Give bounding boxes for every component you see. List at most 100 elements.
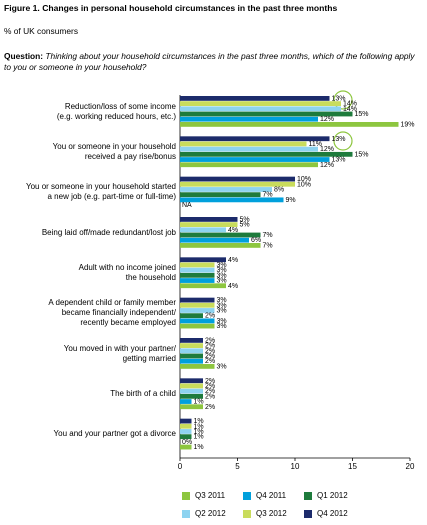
bar [180,237,249,243]
data-label: 2% [205,337,215,344]
data-label: 13% [332,157,346,164]
data-label: 3% [217,318,227,325]
data-label: 15% [355,111,369,118]
bar [180,378,203,384]
category-label: Adult with no income joined the househol… [78,262,176,282]
category-label: You moved in with your partner/ getting … [63,343,176,363]
legend-swatch [304,510,312,518]
x-tick-label: 5 [235,462,240,471]
data-label: 3% [217,262,227,269]
question: Question: Thinking about your household … [4,51,419,73]
bar [180,257,226,263]
data-label: 4% [228,283,238,290]
category-label: You or someone in your household receive… [52,141,176,161]
data-label: 19% [401,121,415,128]
category-label: Being laid off/made redundant/lost job [41,227,176,237]
bar [180,262,215,268]
data-label: 2% [205,343,215,350]
legend-label: Q3 2012 [256,509,287,518]
bar [180,308,215,313]
data-label: 2% [205,388,215,395]
legend-swatch [243,510,251,518]
data-label: 15% [355,151,369,158]
legend-label: Q4 2011 [256,491,287,500]
bar [180,278,215,283]
data-label: 1% [194,399,204,406]
bar [180,181,295,187]
bar [180,393,203,399]
data-label: 2% [205,358,215,365]
data-label: 1% [194,418,204,425]
bar [180,187,272,192]
legend-swatch [182,492,190,500]
bar [180,353,203,359]
data-label: 1% [194,429,204,436]
bar [180,141,307,147]
x-tick-label: 10 [291,462,300,471]
bar [180,429,192,434]
data-label: 2% [205,383,215,390]
x-tick-label: 15 [348,462,357,471]
data-label: 3% [217,267,227,274]
data-label: 3% [217,323,227,330]
data-label: 10% [297,181,311,188]
data-label: 2% [205,353,215,360]
legend-label: Q2 2012 [195,509,226,518]
bar [180,338,203,343]
data-label: 10% [297,176,311,183]
data-label: 3% [217,272,227,279]
data-label: 4% [228,257,238,264]
data-label: 5% [240,216,250,223]
data-label: 14% [343,106,357,113]
category-label: You or someone in your household started… [25,182,176,202]
bar [180,146,318,152]
bar [180,227,226,233]
data-label: 12% [320,116,334,123]
bar [180,283,226,289]
data-label: 13% [332,95,346,102]
category-label: The birth of a child [110,388,176,398]
bar [180,313,203,319]
bar [180,267,215,273]
x-tick-label: 20 [406,462,415,471]
bar [180,318,215,324]
category-label: You and your partner got a divorce [53,429,176,439]
question-text: Thinking about your household circumstan… [4,51,415,72]
bar [180,106,341,112]
data-label: 6% [251,237,261,244]
bar [180,358,203,364]
bar [180,383,203,389]
bar [180,111,353,117]
data-label: 2% [205,348,215,355]
data-label: 7% [263,192,273,199]
bar [180,222,238,227]
bar [180,136,330,142]
bar [180,96,330,101]
bar [180,243,261,248]
bar [180,343,203,348]
legend-swatch [243,492,251,500]
chart-subtitle: % of UK consumers [4,26,79,36]
bar [180,157,330,162]
bar [180,197,284,203]
bar [180,418,192,424]
bar [180,399,192,404]
data-label: 3% [217,363,227,370]
legend-label: Q4 2012 [317,509,348,518]
data-label: 1% [194,444,204,451]
category-label: A dependent child or family member becam… [48,298,176,328]
data-label: 12% [320,162,334,169]
data-label: 2% [205,378,215,385]
highlight-circle [333,131,353,151]
data-label: 1% [194,423,204,430]
chart-title: Figure 1. Changes in personal household … [4,3,338,13]
data-label: 1% [194,434,204,441]
data-label: 2% [205,393,215,400]
bar [180,404,203,410]
bar [180,323,215,329]
data-label: 3% [217,297,227,304]
data-label: 7% [263,242,273,249]
data-label: 0% [182,439,192,446]
